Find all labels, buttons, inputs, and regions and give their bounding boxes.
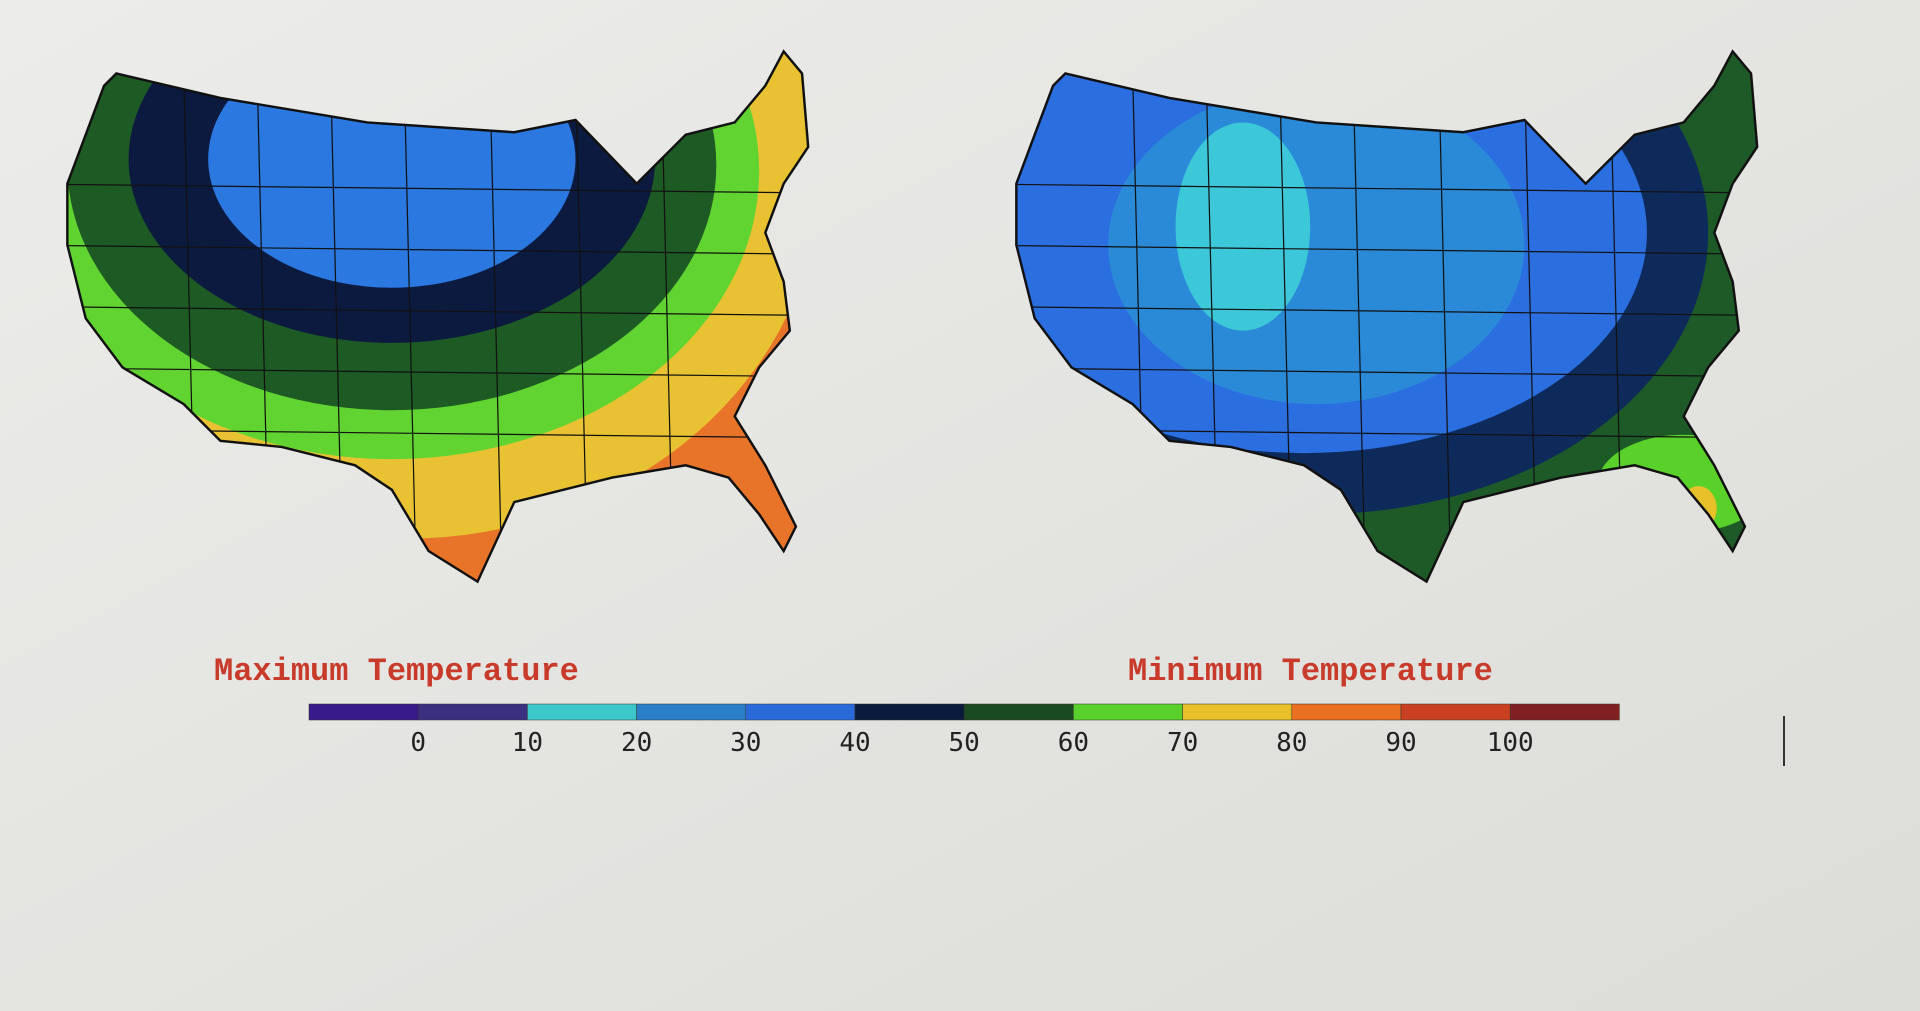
map-title: Minimum Temperature xyxy=(1128,653,1493,690)
state-border xyxy=(67,366,809,378)
legend-swatch xyxy=(1073,703,1183,721)
legend-swatch xyxy=(417,703,528,721)
state-border xyxy=(1016,244,1758,256)
legend-tick-label: 20 xyxy=(621,728,652,758)
state-border xyxy=(489,73,503,582)
legend-swatch xyxy=(1291,703,1402,721)
legend-tick-label: 60 xyxy=(1058,728,1089,758)
state-border xyxy=(1016,366,1758,378)
legend-tick-label: 50 xyxy=(949,728,980,758)
state-border xyxy=(67,305,809,317)
temperature-band xyxy=(1108,85,1525,405)
state-border xyxy=(1016,183,1758,195)
state-border xyxy=(1352,73,1366,582)
legend-tick-label: 40 xyxy=(839,728,870,758)
legend-swatch xyxy=(527,703,637,721)
legend-swatch xyxy=(854,703,965,721)
legend-swatch xyxy=(1400,703,1511,721)
legend-swatch xyxy=(963,703,1074,721)
legend-swatch xyxy=(308,703,419,721)
legend-tick-label: 0 xyxy=(410,728,426,758)
map-outline xyxy=(66,49,810,584)
legend-tick-label: 90 xyxy=(1385,728,1416,758)
legend-tick-label: 80 xyxy=(1276,728,1307,758)
state-border xyxy=(67,244,809,256)
legend-tick-label: 100 xyxy=(1487,728,1534,758)
legend-tick-label: 30 xyxy=(730,728,761,758)
legend-tick-label: 10 xyxy=(512,728,543,758)
state-border xyxy=(67,183,809,195)
map-title: Maximum Temperature xyxy=(214,653,579,690)
legend-swatch xyxy=(1182,703,1293,721)
state-borders xyxy=(67,73,809,582)
legend-swatch xyxy=(745,703,856,721)
map-outline xyxy=(1015,49,1759,584)
temperature-band xyxy=(1175,122,1311,331)
legend-swatch xyxy=(1509,703,1620,721)
state-border xyxy=(1016,305,1758,317)
legend-swatch xyxy=(636,703,747,721)
state-border xyxy=(1438,73,1452,582)
state-border xyxy=(403,73,417,582)
color-legend: 0 10 20 30 40 50 60 70 80 90 100 xyxy=(308,703,1620,758)
legend-tick-label: 70 xyxy=(1167,728,1198,758)
